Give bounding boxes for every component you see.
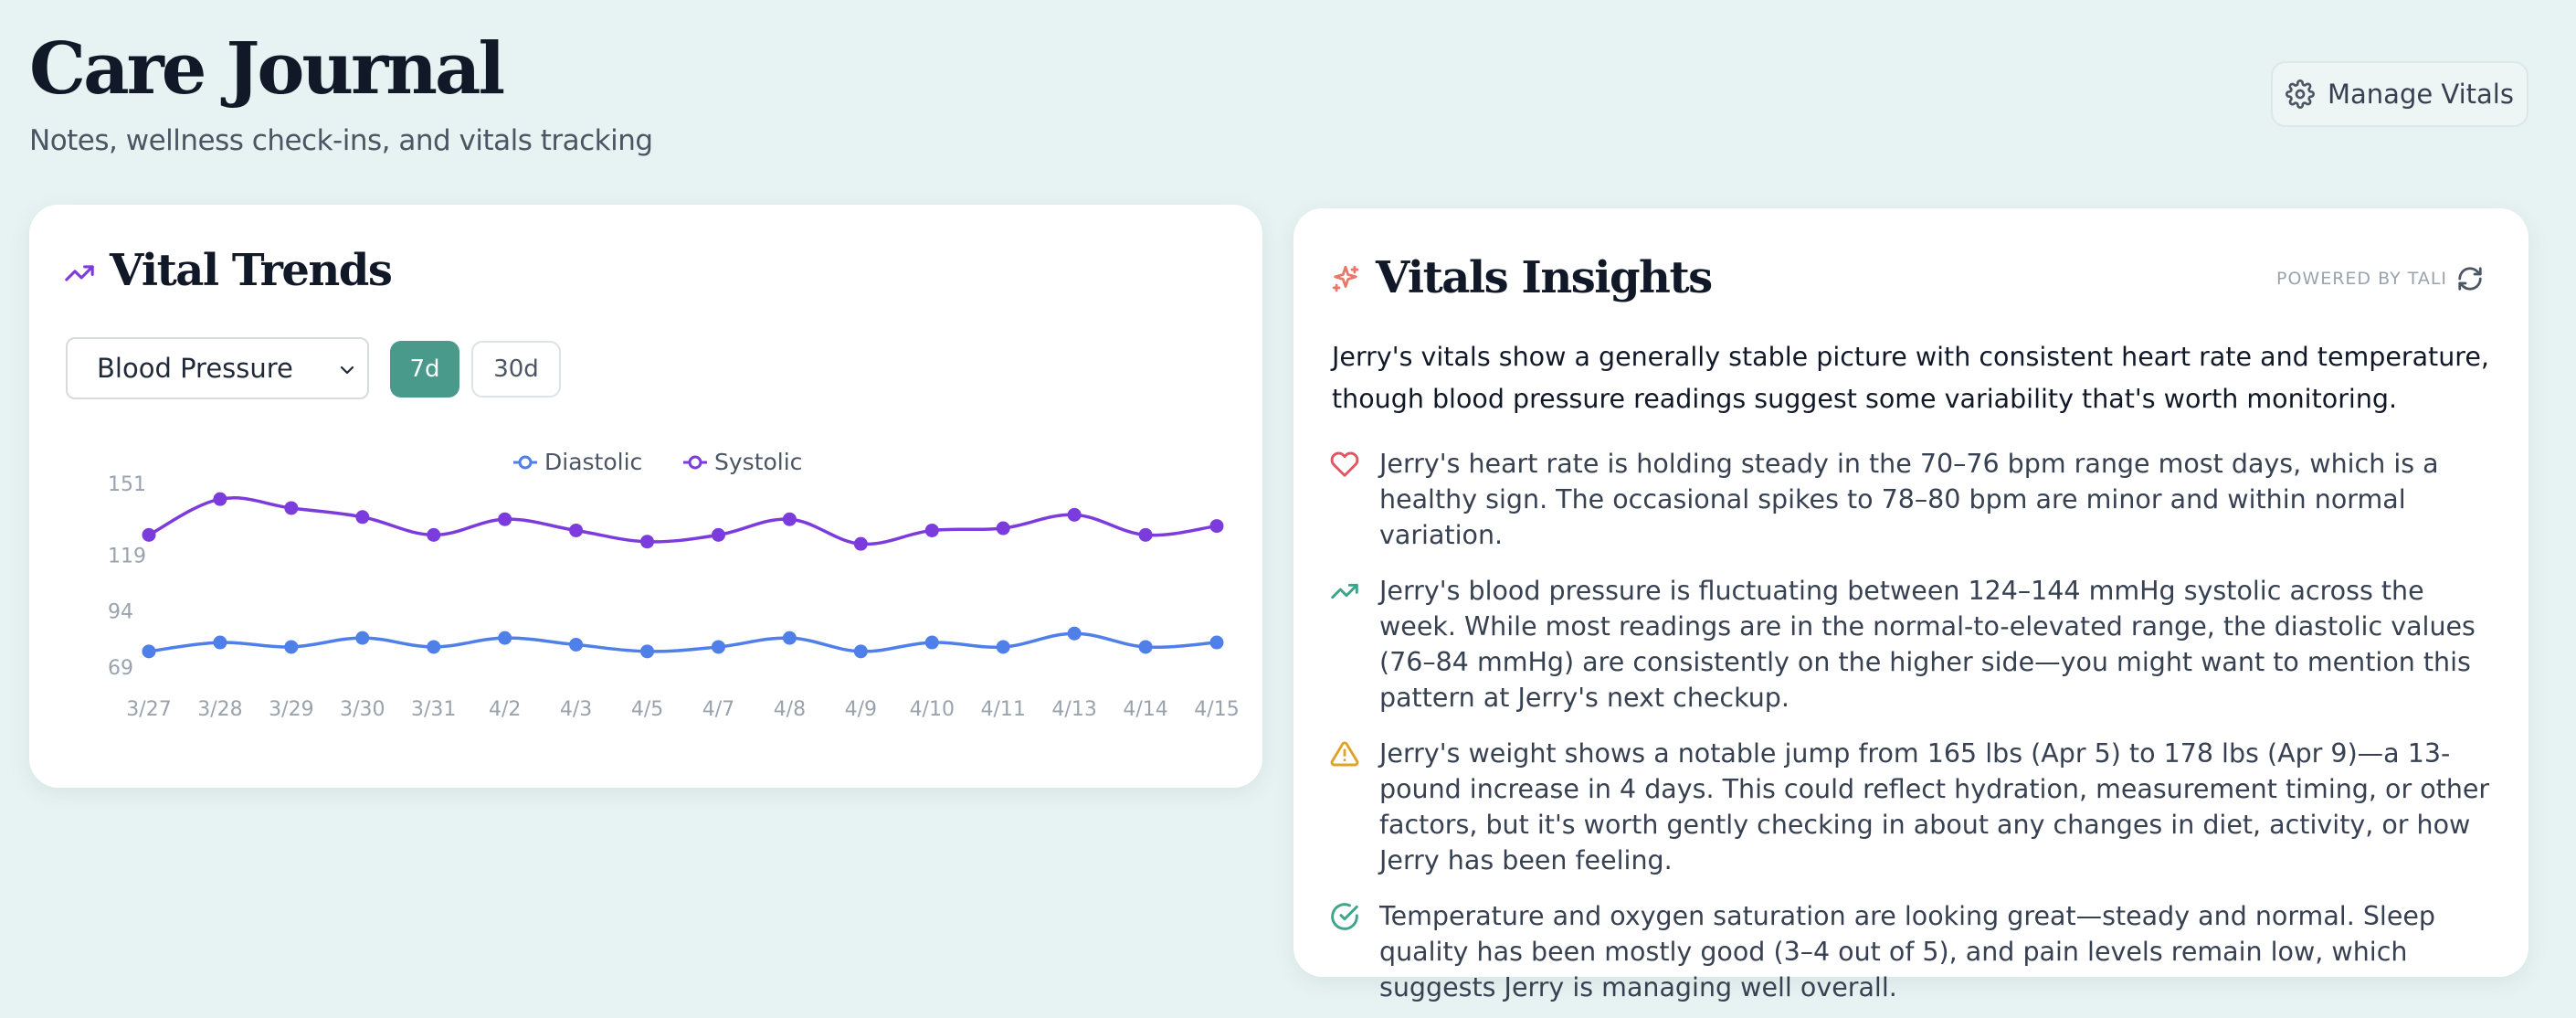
x-tick-label: 4/5 <box>631 698 663 721</box>
data-point-systolic <box>782 512 797 526</box>
powered-by-label: POWERED BY TALI <box>2276 269 2448 289</box>
manage-vitals-label: Manage Vitals <box>2328 79 2514 110</box>
data-point-systolic <box>427 527 441 542</box>
y-tick-label: 119 <box>108 545 146 567</box>
legend-swatch-marker <box>688 455 702 470</box>
refresh-icon[interactable] <box>2456 265 2484 292</box>
series-line-diastolic <box>148 631 1218 653</box>
data-point-systolic <box>924 523 939 537</box>
x-tick-label: 3/29 <box>269 698 313 721</box>
data-point-diastolic <box>142 644 156 659</box>
insight-blood-pressure: Jerry's blood pressure is fluctuating be… <box>1330 573 2508 716</box>
data-point-diastolic <box>1209 635 1224 650</box>
data-point-systolic <box>711 527 725 542</box>
x-tick-label: 4/2 <box>489 698 521 721</box>
x-tick-label: 4/14 <box>1123 698 1167 721</box>
insight-text: Temperature and oxygen saturation are lo… <box>1379 901 2435 1002</box>
data-point-systolic <box>284 501 299 515</box>
data-point-systolic <box>1138 527 1153 542</box>
data-point-diastolic <box>213 635 227 650</box>
data-point-systolic <box>213 492 227 506</box>
manage-vitals-button[interactable]: Manage Vitals <box>2271 61 2528 127</box>
heart-icon <box>1330 451 1359 477</box>
gear-icon <box>2286 80 2315 109</box>
y-tick-label: 151 <box>108 473 146 496</box>
x-tick-label: 4/3 <box>560 698 592 721</box>
data-point-diastolic <box>996 640 1010 654</box>
series-line-systolic <box>148 496 1218 546</box>
check-circle-icon <box>1331 903 1358 930</box>
insight-text: Jerry's weight shows a notable jump from… <box>1379 738 2490 875</box>
data-point-diastolic <box>782 631 797 645</box>
vitals-insights-card: Vitals Insights POWERED BY TALI Jerry's … <box>1293 208 2528 1002</box>
chevron-down-icon <box>340 366 354 375</box>
data-point-systolic <box>355 510 370 525</box>
data-point-diastolic <box>569 637 584 652</box>
data-point-diastolic <box>284 640 299 654</box>
trending-up-icon <box>1331 583 1358 599</box>
insights-list: Jerry's heart rate is holding steady in … <box>1330 446 2508 1018</box>
vital-trends-title: Vital Trends <box>110 245 393 296</box>
x-tick-label: 3/28 <box>197 698 242 721</box>
x-tick-label: 4/11 <box>980 698 1025 721</box>
data-point-systolic <box>1209 519 1224 534</box>
data-point-diastolic <box>1067 626 1082 641</box>
data-point-diastolic <box>1138 640 1153 654</box>
data-point-diastolic <box>853 644 868 659</box>
data-point-systolic <box>569 523 584 537</box>
x-tick-label: 4/10 <box>910 698 955 721</box>
insight-text: Jerry's heart rate is holding steady in … <box>1379 449 2439 550</box>
data-point-diastolic <box>924 635 939 650</box>
legend-swatch-marker <box>518 455 533 470</box>
range-7d-button[interactable]: 7d <box>390 341 459 398</box>
legend-label-systolic: Systolic <box>714 449 802 475</box>
page-subtitle: Notes, wellness check-ins, and vitals tr… <box>29 124 653 157</box>
x-tick-label: 4/7 <box>702 698 734 721</box>
legend-label-diastolic: Diastolic <box>544 449 642 475</box>
data-point-systolic <box>640 535 655 549</box>
vitals-insights-title: Vitals Insights <box>1376 252 1713 303</box>
metric-select-value: Blood Pressure <box>97 353 293 384</box>
vital-trends-chart: 69 94 119 151 3/27 3/28 3/29 3/30 3/31 4/2 4/3 4/5 4… <box>108 449 1240 721</box>
warning-icon <box>1330 741 1359 767</box>
sparkles-icon <box>1332 265 1359 292</box>
data-point-diastolic <box>711 640 725 654</box>
insight-temperature: Temperature and oxygen saturation are lo… <box>1330 898 2508 1005</box>
data-point-diastolic <box>355 631 370 645</box>
data-point-systolic <box>498 512 512 526</box>
x-tick-label: 4/9 <box>845 698 877 721</box>
data-point-systolic <box>996 521 1010 536</box>
data-point-systolic <box>1067 507 1082 522</box>
trending-up-icon <box>65 265 94 281</box>
y-tick-label: 94 <box>108 601 133 624</box>
data-point-diastolic <box>498 631 512 645</box>
y-tick-label: 69 <box>108 657 133 680</box>
x-tick-label: 4/8 <box>774 698 806 721</box>
insight-text: Jerry's blood pressure is fluctuating be… <box>1379 576 2476 713</box>
x-tick-label: 3/30 <box>340 698 385 721</box>
data-point-diastolic <box>427 640 441 654</box>
insight-heart-rate: Jerry's heart rate is holding steady in … <box>1330 446 2508 553</box>
data-point-systolic <box>853 536 868 551</box>
vital-trends-card: Vital Trends Blood Pressure 7d 30d 69 94 1… <box>29 205 1262 788</box>
range-30d-button[interactable]: 30d <box>471 341 561 398</box>
insights-summary: Jerry's vitals show a generally stable p… <box>1332 342 2489 414</box>
data-point-diastolic <box>640 644 655 659</box>
data-point-systolic <box>142 527 156 542</box>
metric-select[interactable]: Blood Pressure <box>66 337 369 399</box>
x-tick-label: 3/31 <box>411 698 456 721</box>
insight-weight: Jerry's weight shows a notable jump from… <box>1330 736 2508 878</box>
x-tick-label: 4/15 <box>1194 698 1239 721</box>
x-tick-label: 3/27 <box>126 698 171 721</box>
page-title: Care Journal <box>29 27 505 111</box>
x-tick-label: 4/13 <box>1051 698 1096 721</box>
